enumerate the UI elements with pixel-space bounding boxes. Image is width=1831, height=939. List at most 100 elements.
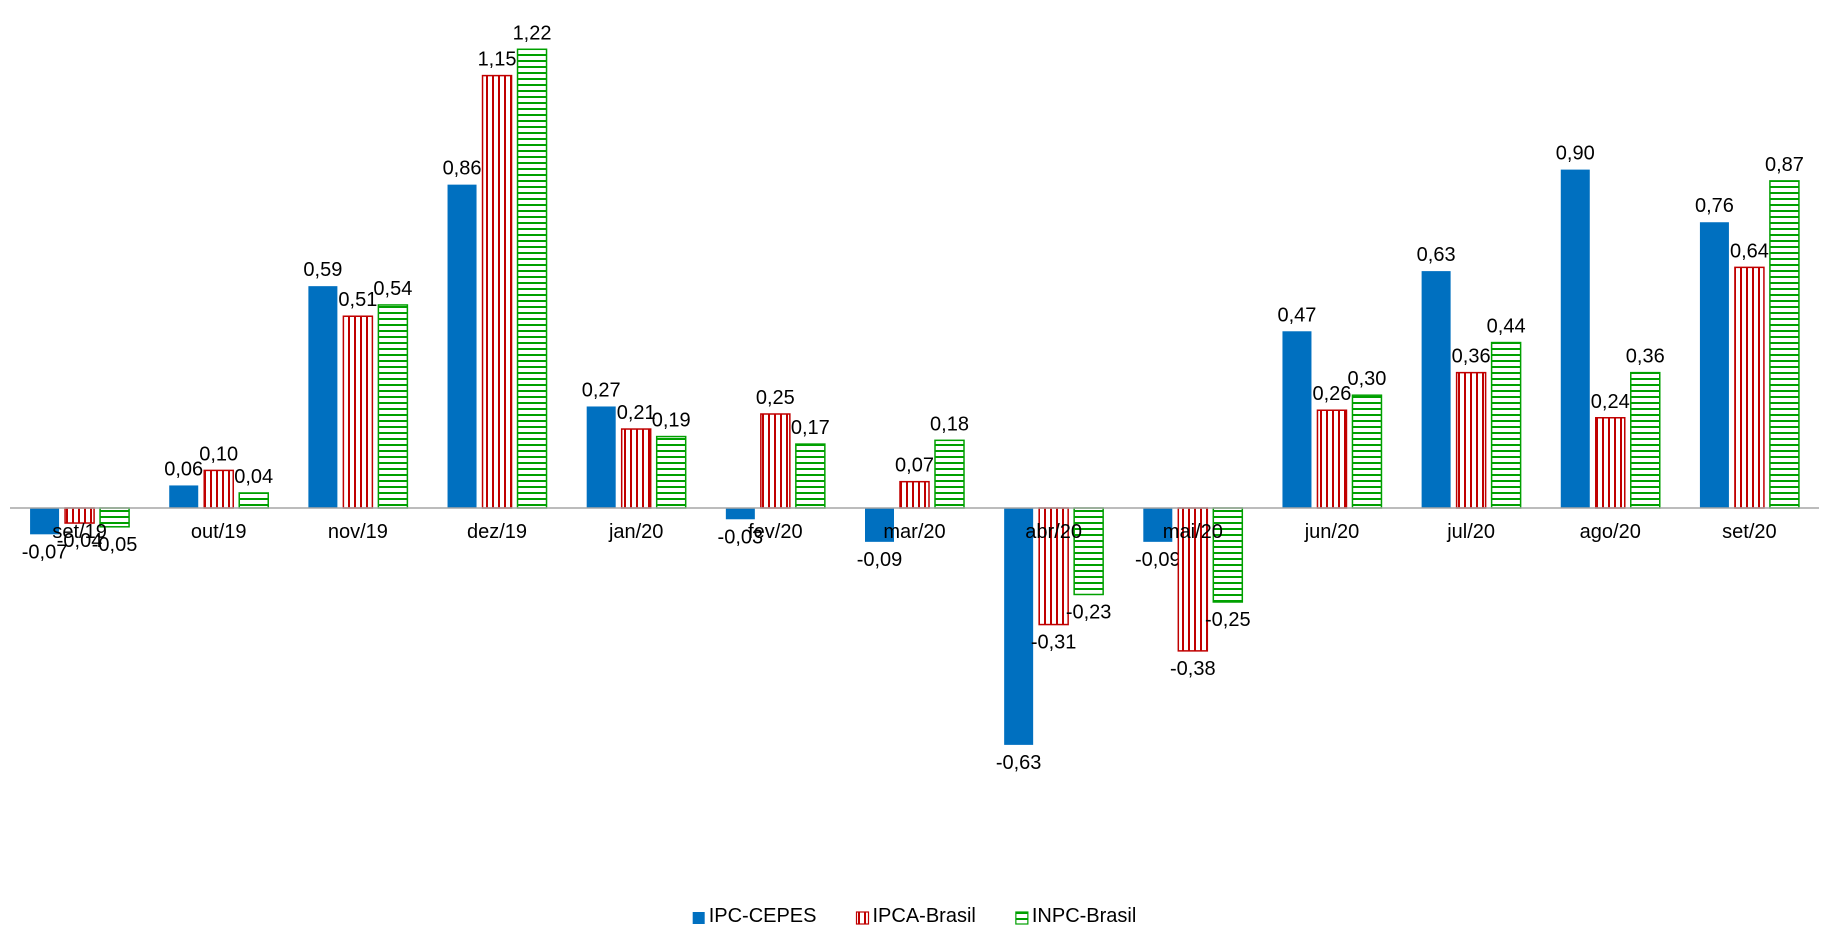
- legend-item: IPC-CEPES: [692, 905, 817, 927]
- bar: [481, 74, 513, 509]
- value-label: -0,05: [92, 534, 138, 556]
- bar: [899, 480, 930, 509]
- value-label: 0,59: [303, 259, 342, 281]
- value-label: 0,25: [756, 387, 795, 409]
- value-label: 0,27: [582, 379, 621, 401]
- legend-label: INPC-Brasil: [1032, 905, 1136, 927]
- x-tick-label: jun/20: [1304, 521, 1360, 543]
- value-label: -0,23: [1066, 601, 1112, 623]
- bar: [1490, 341, 1522, 509]
- bar: [1212, 507, 1244, 603]
- x-tick-label: fev/20: [748, 521, 802, 543]
- bar: [516, 48, 548, 509]
- x-tick-label: jan/20: [608, 521, 664, 543]
- legend-swatch: [855, 911, 870, 925]
- bar: [1734, 266, 1765, 509]
- value-label: -0,09: [857, 549, 903, 571]
- bar: [308, 286, 338, 508]
- bar: [1038, 507, 1069, 626]
- bar: [169, 485, 199, 508]
- value-label: -0,09: [1135, 549, 1181, 571]
- value-label: 0,51: [338, 289, 377, 311]
- value-label: -0,31: [1031, 632, 1077, 654]
- value-label: 0,90: [1556, 143, 1595, 165]
- x-tick-label: nov/19: [328, 521, 388, 543]
- bar: [760, 413, 791, 509]
- legend-item: IPCA-Brasil: [855, 905, 976, 927]
- value-label: 0,76: [1695, 195, 1734, 217]
- value-label: 0,26: [1312, 383, 1351, 405]
- bar: [447, 184, 477, 508]
- x-tick-label: out/19: [191, 521, 247, 543]
- value-label: 0,44: [1487, 316, 1526, 338]
- bar: [30, 508, 60, 535]
- value-label: 0,36: [1626, 346, 1665, 368]
- value-label: 0,04: [234, 466, 273, 488]
- bar: [1143, 508, 1173, 542]
- x-tick-label: mai/20: [1163, 521, 1223, 543]
- value-label: 0,10: [199, 443, 238, 465]
- bar: [342, 315, 374, 509]
- value-label: 0,17: [791, 417, 830, 439]
- legend-label: IPC-CEPES: [709, 905, 817, 927]
- value-label: 1,22: [513, 22, 552, 44]
- bar: [1630, 371, 1661, 509]
- bar: [1421, 271, 1451, 508]
- value-label: 0,18: [930, 413, 969, 435]
- value-label: -0,04: [57, 530, 103, 552]
- value-label: 0,21: [617, 402, 656, 424]
- value-label: 0,54: [373, 278, 412, 300]
- bar: [1177, 507, 1209, 652]
- bar: [1004, 508, 1034, 745]
- value-label: 0,07: [895, 455, 934, 477]
- bar: [795, 443, 826, 509]
- value-label: 0,64: [1730, 240, 1769, 262]
- value-label: 0,06: [164, 458, 203, 480]
- bar: [1351, 394, 1383, 509]
- bar: [238, 492, 269, 509]
- bar: [1316, 409, 1348, 509]
- legend-swatch: [692, 912, 705, 924]
- x-tick-label: dez/19: [467, 521, 527, 543]
- bar: [377, 304, 409, 509]
- value-label: 0,30: [1347, 368, 1386, 390]
- x-tick-label: set/20: [1722, 521, 1776, 543]
- x-tick-label: abr/20: [1025, 521, 1082, 543]
- value-label: -0,03: [718, 526, 764, 548]
- legend-label: IPCA-Brasil: [873, 905, 976, 927]
- value-label: -0,63: [996, 752, 1042, 774]
- bar: [1455, 371, 1487, 509]
- bar: [1595, 417, 1626, 509]
- bar: [620, 428, 652, 509]
- x-tick-label: ago/20: [1580, 521, 1641, 543]
- value-label: 0,86: [443, 158, 482, 180]
- x-tick-label: jul/20: [1446, 521, 1495, 543]
- value-label: 0,87: [1765, 154, 1804, 176]
- bar: [203, 469, 234, 509]
- bar: [655, 435, 687, 509]
- x-tick-label: set/19: [52, 521, 106, 543]
- x-tick-label: mar/20: [883, 521, 945, 543]
- value-label: 0,63: [1417, 244, 1456, 266]
- value-label: -0,25: [1205, 609, 1251, 631]
- bar: [934, 439, 965, 509]
- legend-swatch: [1015, 911, 1029, 925]
- value-label: 0,36: [1452, 346, 1491, 368]
- bar: [1073, 507, 1104, 596]
- value-label: 0,24: [1591, 391, 1630, 413]
- value-label: 0,19: [652, 410, 691, 432]
- bar: [1560, 169, 1590, 508]
- value-label: -0,07: [22, 541, 68, 563]
- value-label: 1,15: [478, 49, 517, 71]
- value-label: 0,47: [1277, 304, 1316, 326]
- value-label: -0,38: [1170, 658, 1216, 680]
- bar: [586, 406, 616, 508]
- legend-item: INPC-Brasil: [1015, 905, 1136, 927]
- bar: [865, 508, 894, 542]
- bar: [1282, 331, 1312, 508]
- bar: [1769, 180, 1800, 509]
- bar: [725, 508, 755, 520]
- bar: [1699, 222, 1729, 509]
